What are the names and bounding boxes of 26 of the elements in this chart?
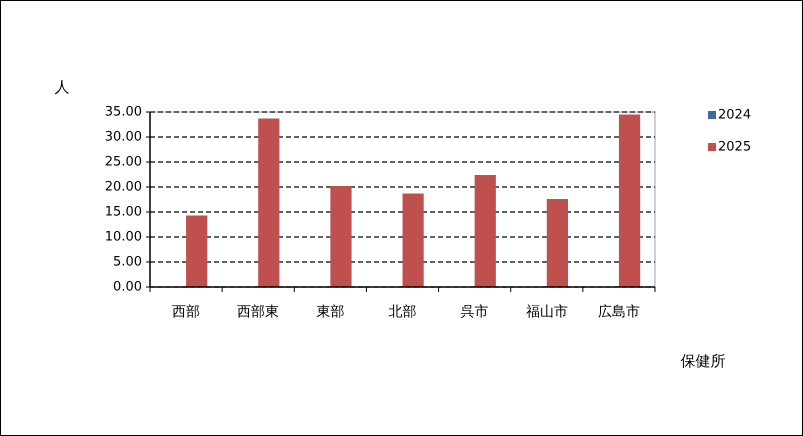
x-tick-label: 広島市 xyxy=(598,304,640,320)
bar xyxy=(186,216,208,287)
bar xyxy=(546,199,568,287)
bar xyxy=(330,186,352,287)
y-tick-label: 35.00 xyxy=(104,104,142,120)
legend-label: 2024 xyxy=(718,108,752,122)
y-axis-title: 人 xyxy=(54,78,70,96)
y-tick-label: 0.00 xyxy=(113,280,142,294)
y-tick-label: 25.00 xyxy=(104,154,142,170)
x-tick-label: 西部 xyxy=(172,304,200,320)
y-tick-label: 5.00 xyxy=(113,254,142,270)
x-tick-label: 福山市 xyxy=(526,304,568,320)
x-tick-label: 呉市 xyxy=(460,304,489,320)
legend-label: 2025 xyxy=(718,140,752,154)
bar xyxy=(402,194,424,287)
y-tick-label: 30.00 xyxy=(104,130,142,144)
bar xyxy=(258,118,280,287)
bar xyxy=(474,175,496,287)
x-tick-label: 北部 xyxy=(388,304,416,320)
bar xyxy=(618,114,640,287)
x-tick-label: 東部 xyxy=(316,304,344,320)
y-tick-label: 15.00 xyxy=(104,204,142,220)
x-axis-title: 保健所 xyxy=(680,352,726,370)
y-tick-label: 10.00 xyxy=(104,230,142,244)
x-tick-label: 西部東 xyxy=(237,304,280,320)
y-tick-label: 20.00 xyxy=(104,180,142,194)
